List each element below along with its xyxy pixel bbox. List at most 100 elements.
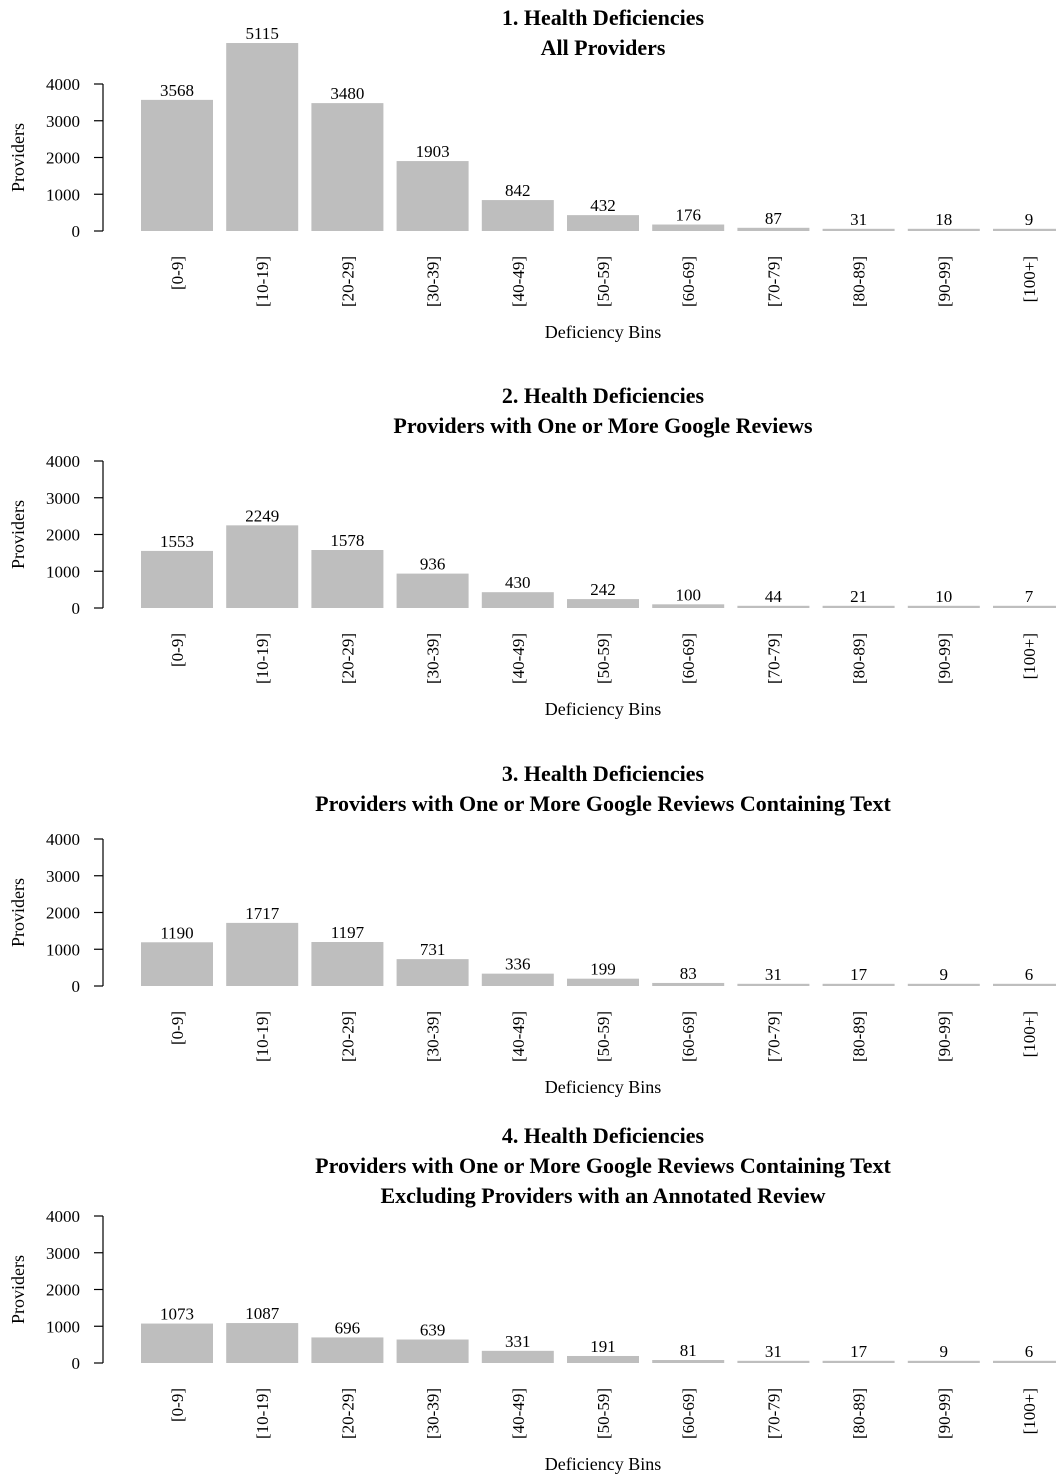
x-tick-label: [100+] — [1020, 1011, 1039, 1057]
data-label: 3480 — [330, 84, 364, 103]
x-tick-label: [90-99] — [935, 1388, 954, 1439]
y-tick-label: 1000 — [46, 1317, 80, 1336]
data-label: 9 — [940, 965, 949, 984]
bar — [567, 978, 639, 986]
y-tick-label: 3000 — [46, 112, 80, 131]
bar — [141, 550, 213, 608]
bar — [226, 525, 299, 608]
bar — [141, 99, 213, 231]
data-label: 1087 — [245, 1304, 280, 1323]
data-label: 7 — [1025, 587, 1034, 606]
bar — [652, 224, 725, 231]
data-label: 17 — [850, 1342, 868, 1361]
chart-panel-3: 3. Health Deficiencies Providers with One… — [0, 756, 1056, 1134]
bar — [652, 1360, 725, 1363]
x-tick-label: [50-59] — [594, 256, 613, 307]
chart-title: 4. Health Deficiencies — [501, 1123, 705, 1148]
x-tick-label: [0-9] — [168, 633, 187, 667]
data-label: 1073 — [160, 1305, 194, 1324]
y-tick-label: 4000 — [46, 75, 80, 94]
y-tick-label: 0 — [72, 1354, 81, 1373]
y-axis-title: Providers — [8, 123, 28, 192]
data-label: 31 — [765, 1342, 782, 1361]
chart-subtitle: Providers with One or More Google Review… — [393, 413, 813, 438]
bar — [226, 1323, 299, 1363]
chart-subtitle: Excluding Providers with an Annotated Re… — [380, 1183, 826, 1208]
x-axis-title: Deficiency Bins — [545, 1077, 661, 1097]
bar — [993, 1360, 1056, 1363]
data-label: 191 — [590, 1337, 616, 1356]
x-tick-label: [40-49] — [509, 1011, 528, 1062]
chart-title: 2. Health Deficiencies — [501, 383, 705, 408]
y-tick-label: 2000 — [46, 526, 80, 545]
x-tick-label: [70-79] — [764, 1388, 783, 1439]
x-tick-label: [80-89] — [850, 1388, 869, 1439]
chart-title-block: 4. Health Deficiencies Providers with One… — [150, 1121, 1056, 1211]
data-label: 44 — [765, 587, 783, 606]
y-tick-label: 4000 — [46, 452, 80, 471]
y-tick-label: 3000 — [46, 489, 80, 508]
data-label: 21 — [850, 587, 867, 606]
x-tick-label: [80-89] — [850, 633, 869, 684]
y-tick-label: 1000 — [46, 562, 80, 581]
bar — [396, 1339, 469, 1363]
x-tick-label: [70-79] — [764, 1011, 783, 1062]
x-axis-title: Deficiency Bins — [545, 322, 661, 342]
chart-subtitle: Providers with One or More Google Review… — [315, 1153, 891, 1178]
bar — [481, 200, 554, 231]
data-label: 6 — [1025, 1342, 1034, 1361]
data-label: 242 — [590, 580, 616, 599]
bar-chart: 0 1000 2000 3000 4000 Providers 1190 [0-9] 1717 [… — [8, 830, 1056, 1097]
bar — [907, 605, 980, 608]
x-tick-label: [60-69] — [679, 633, 698, 684]
bar — [396, 161, 469, 231]
chart-title-block: 3. Health Deficiencies Providers with One… — [150, 759, 1056, 819]
y-tick-label: 0 — [72, 977, 81, 996]
bar-chart: 0 1000 2000 3000 4000 Providers 3568 [0-9] 5115 [… — [8, 24, 1056, 342]
y-tick-label: 2000 — [46, 149, 80, 168]
bar — [652, 982, 725, 986]
y-tick-label: 3000 — [46, 1244, 80, 1263]
chart-title: 1. Health Deficiencies — [501, 5, 705, 30]
bar — [822, 228, 895, 231]
bar — [907, 983, 980, 986]
x-tick-label: [20-29] — [338, 1011, 357, 1062]
chart-panel-2: 2. Health Deficiencies Providers with One… — [0, 378, 1056, 756]
x-tick-label: [20-29] — [338, 633, 357, 684]
data-label: 696 — [335, 1318, 361, 1337]
x-tick-label: [70-79] — [764, 633, 783, 684]
x-tick-label: [100+] — [1020, 256, 1039, 302]
bar — [822, 605, 895, 608]
x-tick-label: [10-19] — [253, 1388, 272, 1439]
data-label: 432 — [590, 196, 616, 215]
x-tick-label: [50-59] — [594, 1011, 613, 1062]
bar — [737, 983, 810, 986]
bar — [822, 983, 895, 986]
y-tick-label: 3000 — [46, 867, 80, 886]
y-axis-title: Providers — [8, 500, 28, 569]
x-tick-label: [80-89] — [850, 256, 869, 307]
data-label: 100 — [675, 585, 701, 604]
x-tick-label: [90-99] — [935, 256, 954, 307]
data-label: 1578 — [330, 531, 364, 550]
data-label: 336 — [505, 955, 531, 974]
data-label: 1190 — [160, 923, 193, 942]
x-tick-label: [10-19] — [253, 633, 272, 684]
data-label: 9 — [940, 1342, 949, 1361]
bar — [311, 550, 384, 608]
x-tick-label: [0-9] — [168, 256, 187, 290]
x-tick-label: [90-99] — [935, 633, 954, 684]
y-tick-label: 0 — [72, 599, 81, 618]
chart-subtitle: All Providers — [540, 35, 666, 60]
data-label: 10 — [935, 587, 952, 606]
x-tick-label: [50-59] — [594, 1388, 613, 1439]
data-label: 9 — [1025, 210, 1034, 229]
x-tick-label: [0-9] — [168, 1388, 187, 1422]
data-label: 18 — [935, 210, 952, 229]
bar — [907, 1360, 980, 1363]
data-label: 430 — [505, 573, 531, 592]
x-axis-title: Deficiency Bins — [545, 1454, 661, 1474]
y-tick-label: 2000 — [46, 904, 80, 923]
x-tick-label: [40-49] — [509, 256, 528, 307]
